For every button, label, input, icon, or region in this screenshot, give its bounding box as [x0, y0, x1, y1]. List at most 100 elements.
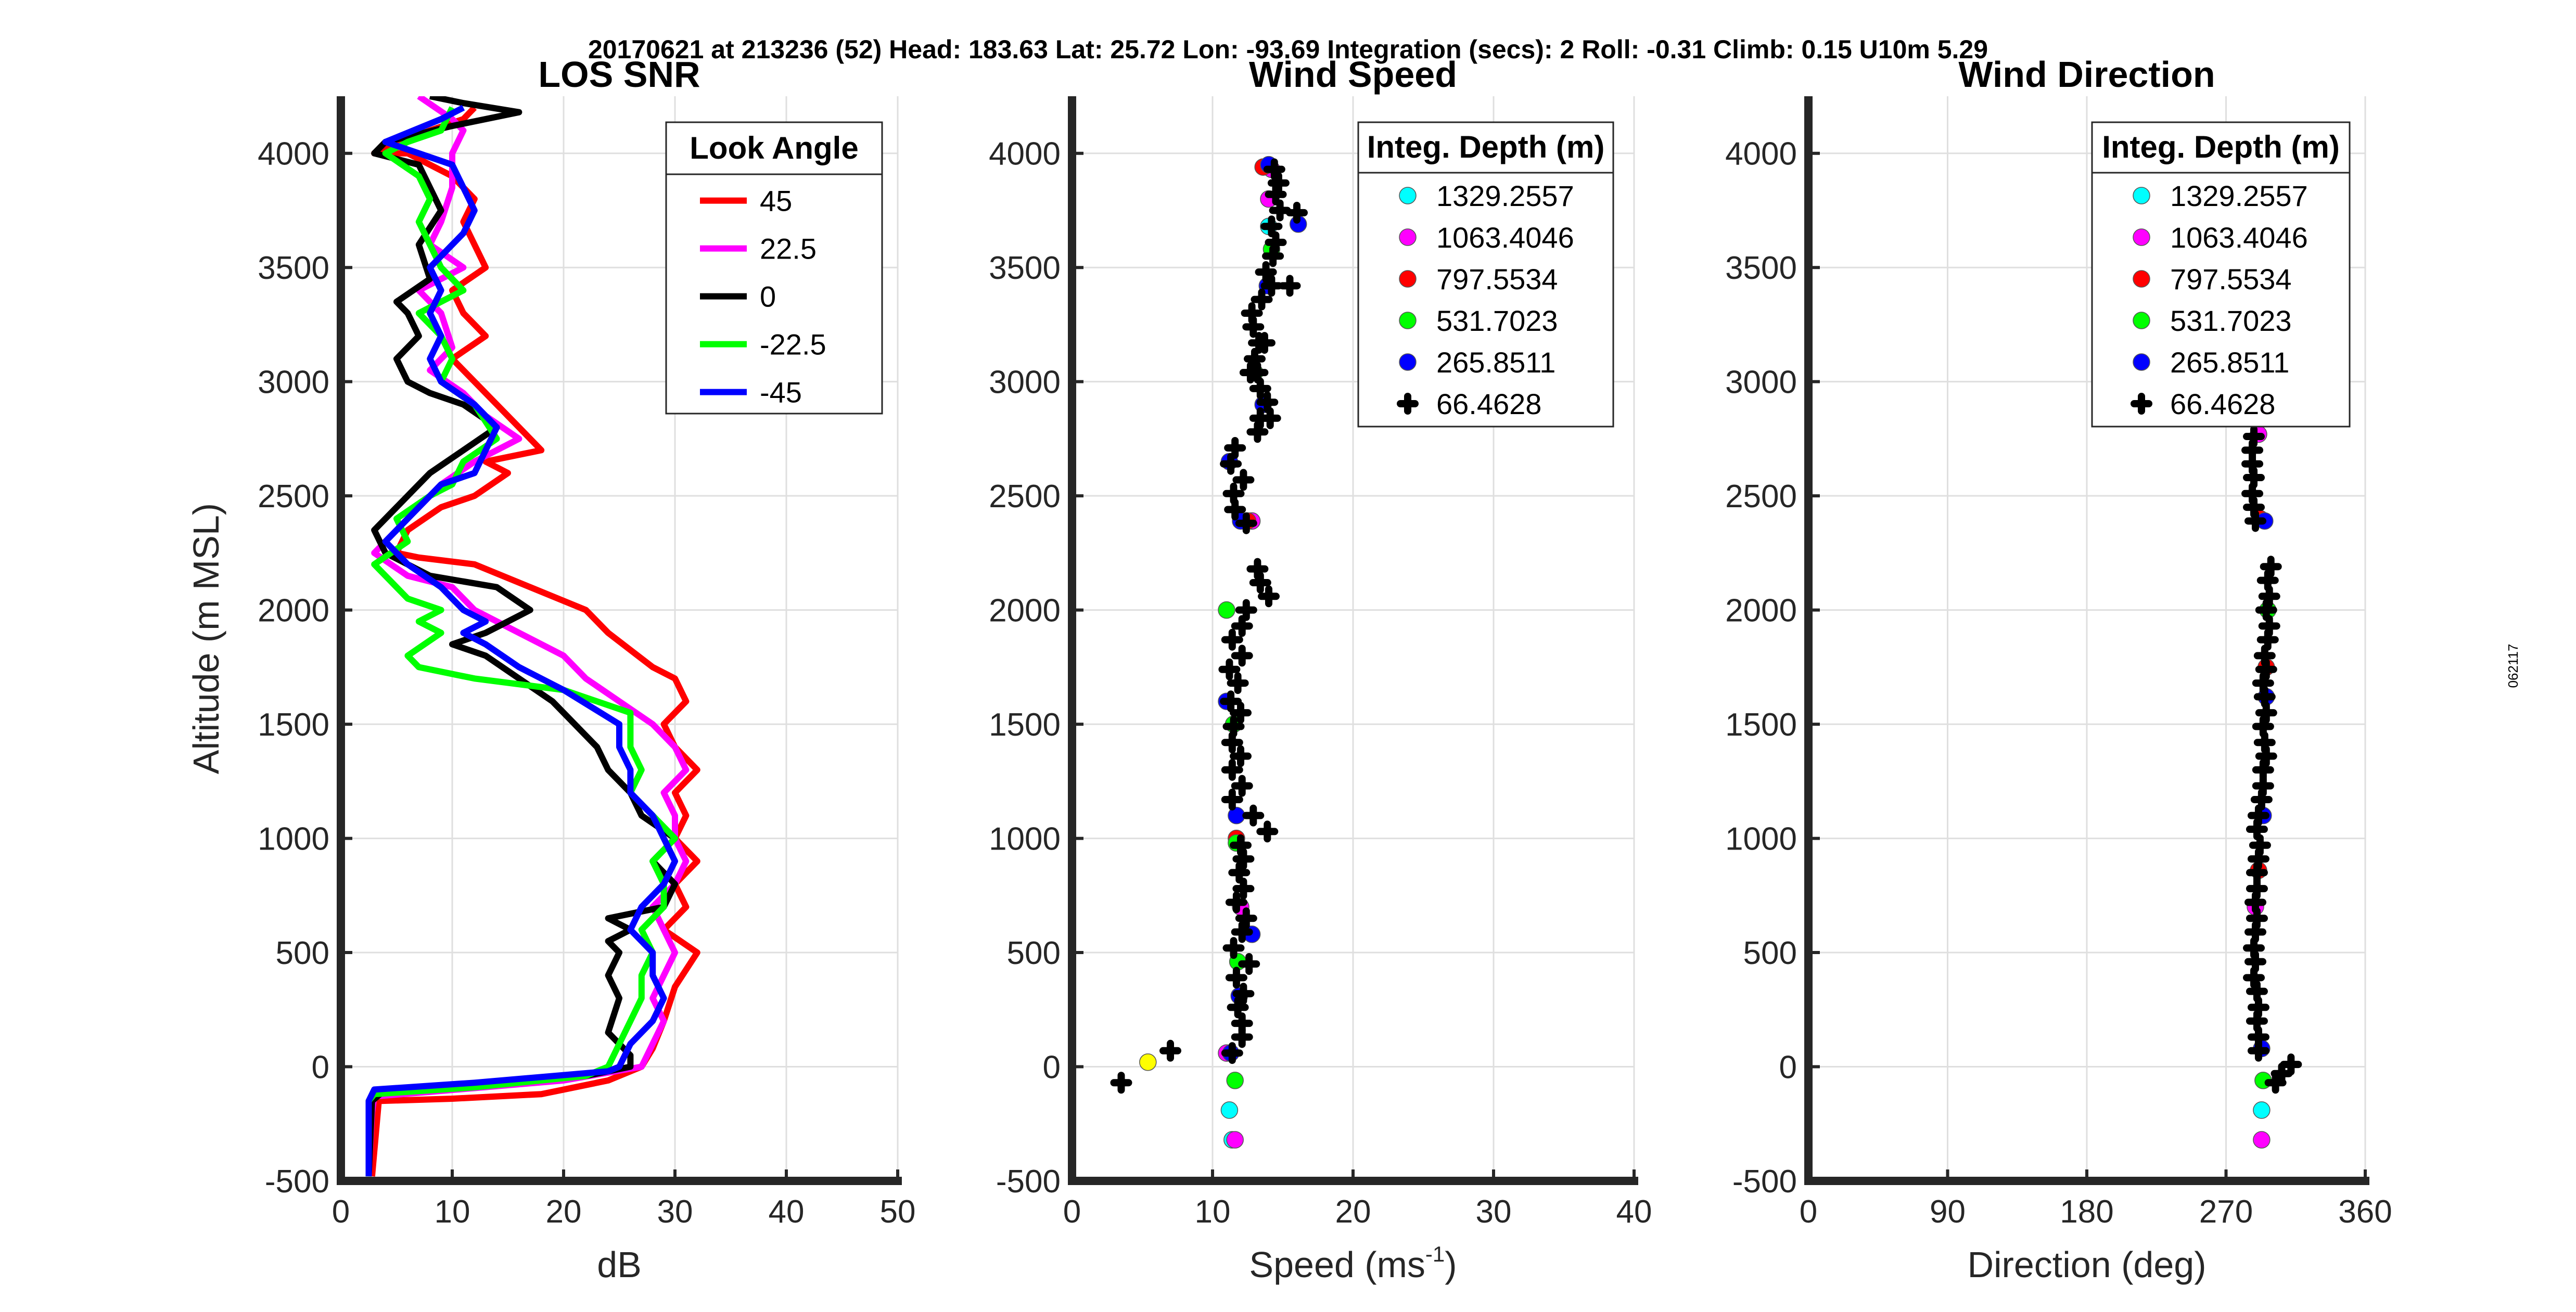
data-point-plus [1230, 745, 1252, 767]
data-point-plus [1227, 996, 1249, 1019]
speed-x-tick-label: 30 [1476, 1194, 1512, 1230]
data-point-plus [1265, 183, 1287, 205]
legend-swatch-531.7023 [2133, 312, 2150, 329]
direction-y-tick-label: 2500 [1725, 479, 1797, 514]
snr-x-tick-label: 50 [880, 1194, 916, 1230]
direction-x-tick-label: 270 [2199, 1194, 2253, 1230]
speed-y-tick-label: 3500 [989, 250, 1061, 286]
data-point-plus [1221, 1042, 1243, 1064]
data-point-plus [1221, 628, 1243, 651]
data-point-plus [1231, 645, 1253, 667]
data-point-plus [2250, 788, 2273, 811]
snr-y-tick-label: 3500 [258, 250, 329, 286]
speed-legend-title: Integ. Depth (m) [1367, 130, 1605, 164]
direction-chart: 0 90 180 270 360-500050010001500200025003000… [1725, 54, 2392, 1285]
speed-y-tick-label: 3000 [989, 365, 1061, 401]
data-point-plus [1231, 921, 1253, 943]
direction-plot-area [2241, 425, 2302, 1149]
data-point-plus [2252, 715, 2274, 738]
snr-y-tick-label: 0 [312, 1050, 329, 1086]
speed-y-tick-label: 2500 [989, 479, 1061, 514]
data-point-plus [2244, 950, 2266, 973]
data-point-plus [1246, 421, 1269, 443]
data-point-circle [1218, 601, 1235, 619]
snr-y-tick-label: 1000 [258, 821, 329, 857]
legend-swatch-1063.4046 [1399, 228, 1417, 246]
data-point-circle [2253, 1101, 2271, 1119]
data-point-plus [1224, 436, 1246, 459]
direction-y-tick-label: -500 [1732, 1164, 1797, 1200]
snr-title: LOS SNR [538, 54, 700, 95]
legend-label-265.8511: 265.8511 [2170, 346, 2289, 379]
data-point-plus [1159, 1039, 1181, 1062]
snr-y-tick-label: 500 [276, 935, 329, 971]
speed-x-tick-label: 40 [1616, 1194, 1652, 1230]
data-point-plus [1263, 158, 1285, 181]
data-point-circle [2253, 1131, 2271, 1149]
snr-y-tick-label: 1500 [258, 707, 329, 743]
data-point-plus [1235, 512, 1257, 534]
snr-plot-area [365, 96, 700, 1177]
legend-label-1063.4046: 1063.4046 [1436, 221, 1574, 254]
snr-x-tick-label: 0 [332, 1194, 350, 1230]
speed-y-tick-label: 0 [1043, 1050, 1061, 1086]
legend-label-797.5534: 797.5534 [1436, 263, 1558, 295]
data-point-plus [1220, 690, 1242, 713]
data-point-plus [1260, 275, 1283, 297]
legend-label-1063.4046: 1063.4046 [2170, 221, 2308, 254]
direction-x-tick-label: 90 [1930, 1194, 1966, 1230]
speed-y-tick-label: -500 [996, 1164, 1061, 1200]
data-point-plus [1279, 275, 1301, 297]
header-info: 20170621 at 213236 (52) Head: 183.63 Lat… [588, 35, 1988, 64]
data-point-plus [1256, 391, 1279, 414]
data-point-plus [1235, 599, 1257, 621]
snr-y-tick-label: 4000 [258, 136, 329, 172]
legend-label--45: -45 [760, 376, 802, 409]
direction-x-label: Direction (deg) [1967, 1244, 2206, 1285]
snr-y-label: Altitude (m MSL) [186, 503, 226, 774]
series-line-45 [368, 105, 700, 1177]
data-point-plus [1269, 199, 1291, 222]
data-point-plus [2253, 686, 2276, 708]
snr-x-label: dB [597, 1244, 642, 1285]
data-point-plus [2247, 1039, 2269, 1062]
data-point-plus [1221, 788, 1243, 811]
data-point-circle [1220, 1101, 1239, 1119]
snr-y-tick-label: 2500 [258, 479, 329, 514]
data-point-plus [1251, 288, 1273, 311]
legend-swatch-1329.2557 [2133, 187, 2150, 204]
data-point-plus [1230, 702, 1252, 724]
data-point-plus [2243, 467, 2265, 489]
legend-swatch-265.8511 [2133, 353, 2150, 371]
data-point-plus [1231, 615, 1253, 637]
data-point-plus [1235, 907, 1257, 930]
data-point-plus [1220, 453, 1242, 475]
data-point-plus [2255, 599, 2277, 621]
series-line--22.5 [365, 106, 678, 1177]
speed-y-tick-label: 1000 [989, 821, 1061, 857]
data-point-plus [2252, 758, 2274, 781]
data-point-plus [1232, 878, 1255, 900]
data-point-plus [1225, 967, 1247, 989]
data-point-plus [1286, 201, 1308, 224]
data-point-plus [2256, 569, 2279, 591]
data-point-plus [2280, 1053, 2302, 1076]
speed-x-tick-label: 20 [1335, 1194, 1371, 1230]
data-point-plus [1249, 377, 1271, 400]
data-point-plus [1259, 407, 1281, 429]
data-point-plus [1222, 937, 1245, 959]
snr-legend: Look Angle 45 22.5 0 -22.5 -45 [665, 121, 883, 415]
speed-legend: Integ. Depth (m) 1329.2557 1063.4046 797.55… [1357, 121, 1614, 428]
legend-swatch-797.5534 [2133, 270, 2150, 288]
speed-chart: 0 10 20 30 40-500050010001500200025003000350… [989, 54, 1652, 1285]
direction-x-tick-label: 0 [1800, 1194, 1817, 1230]
data-point-plus [1228, 861, 1251, 884]
legend-swatch-66.4628 [1397, 393, 1419, 415]
snr-x-tick-label: 10 [435, 1194, 470, 1230]
data-point-circle [1226, 1131, 1244, 1149]
data-point-plus [1224, 498, 1246, 521]
direction-x-tick-label: 360 [2338, 1194, 2392, 1230]
data-point-plus [2246, 861, 2268, 884]
data-point-plus [1253, 332, 1276, 354]
legend-swatch-265.8511 [1399, 353, 1417, 371]
